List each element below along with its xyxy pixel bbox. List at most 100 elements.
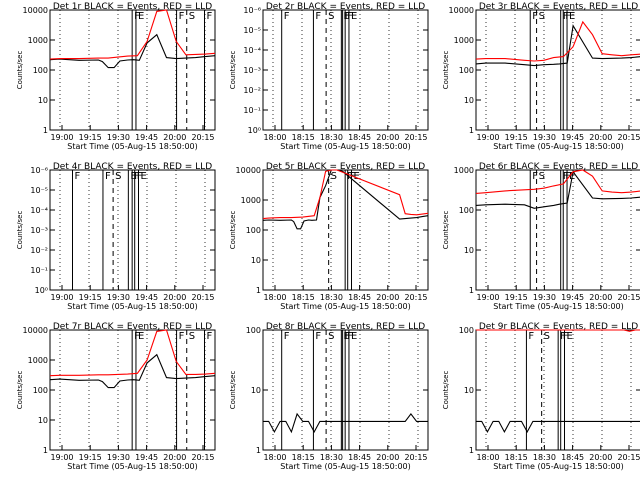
y-tick-label: 100 [33, 66, 48, 75]
series-line-lld [475, 20, 640, 62]
event-marker-label: F [565, 11, 571, 22]
chart-title: Det 5r BLACK = Events, RED = LLD [266, 162, 425, 172]
y-axis-label: Counts/sec [229, 51, 237, 90]
y-tick-label: 10000 [449, 6, 474, 15]
y-tick-label: 1 [256, 446, 261, 455]
event-marker-label: E [351, 331, 357, 342]
x-tick-label: 19:00 [50, 133, 73, 142]
chart-panel: Det 3r BLACK = Events, RED = LLD 1 10 100 10… [442, 2, 640, 151]
y-tick-label: 10⁻² [243, 86, 261, 95]
y-tick-label: 10⁻² [30, 246, 48, 255]
y-tick-label: 10⁰ [35, 286, 48, 295]
y-axis-label: Counts/sec [16, 211, 24, 250]
x-tick-label: 18:30 [320, 133, 343, 142]
x-axis-label: Start Time (05-Aug-15 18:50:00) [280, 302, 411, 311]
x-tick-label: 19:45 [561, 133, 584, 142]
series-line-events [49, 353, 216, 389]
event-marker-label: F [137, 171, 143, 182]
y-tick-label: 10 [464, 246, 474, 255]
event-marker-label: F [75, 171, 81, 182]
x-tick-label: 18:30 [320, 293, 343, 302]
x-tick-label: 19:00 [50, 453, 73, 462]
x-axis-label: Start Time (05-Aug-15 18:50:00) [493, 462, 624, 471]
x-tick-label: 18:15 [505, 453, 528, 462]
x-tick-label: 18:15 [292, 133, 315, 142]
x-tick-label: 20:15 [404, 133, 427, 142]
y-tick-label: 1 [469, 446, 474, 455]
x-tick-label: 18:00 [476, 453, 499, 462]
y-axis-label: Counts/sec [442, 211, 450, 250]
chart-title: Det 7r BLACK = Events, RED = LLD [53, 322, 212, 332]
y-tick-label: 1000 [454, 166, 474, 175]
x-tick-label: 20:15 [191, 453, 214, 462]
event-marker-label: F [134, 11, 140, 22]
x-axis-label: Start Time (05-Aug-15 18:50:00) [280, 142, 411, 151]
chart-title: Det 8r BLACK = Events, RED = LLD [266, 322, 425, 332]
chart-title: Det 2r BLACK = Events, RED = LLD [266, 2, 425, 12]
x-tick-label: 18:45 [348, 133, 371, 142]
x-tick-label: 19:30 [533, 133, 556, 142]
chart-panel: Det 9r BLACK = Events, RED = LLD 1 10 100 Co… [442, 322, 640, 471]
y-tick-label: 10 [251, 386, 261, 395]
y-tick-label: 1 [469, 286, 474, 295]
x-tick-label: 20:15 [617, 453, 640, 462]
y-tick-label: 10000 [236, 166, 261, 175]
event-marker-label: S [539, 11, 545, 22]
event-marker-label: F [560, 331, 566, 342]
chart-title: Det 4r BLACK = Events, RED = LLD [53, 162, 212, 172]
y-tick-label: 100 [459, 326, 474, 335]
event-marker-label: F [565, 171, 571, 182]
plot-frame [475, 169, 640, 291]
event-marker-label: S [115, 171, 121, 182]
x-axis-label: Start Time (05-Aug-15 18:50:00) [67, 462, 198, 471]
x-tick-label: 19:15 [79, 293, 102, 302]
x-tick-label: 20:00 [376, 293, 399, 302]
x-tick-label: 20:00 [376, 453, 399, 462]
x-tick-label: 20:15 [617, 133, 640, 142]
chart-panel: Det 8r BLACK = Events, RED = LLD 1 10 100 Co… [229, 322, 429, 471]
x-tick-label: 20:00 [163, 133, 186, 142]
chart-title: Det 9r BLACK = Events, RED = LLD [479, 322, 638, 332]
y-tick-label: 10⁻¹ [30, 266, 48, 275]
x-tick-label: 20:15 [617, 293, 640, 302]
y-tick-label: 10 [38, 416, 48, 425]
chart-panel: Det 5r BLACK = Events, RED = LLD 1 10 100 10… [229, 162, 429, 311]
event-marker-label: E [138, 11, 144, 22]
series-line-events [475, 170, 640, 209]
event-marker-label: E [569, 11, 575, 22]
x-tick-label: 19:30 [107, 293, 130, 302]
y-tick-label: 10⁻⁵ [30, 186, 48, 195]
x-tick-label: 18:15 [292, 453, 315, 462]
y-axis-label: Counts/sec [442, 371, 450, 410]
x-tick-label: 18:45 [561, 453, 584, 462]
event-marker-label: F [179, 11, 185, 22]
x-tick-label: 20:15 [191, 133, 214, 142]
x-tick-label: 20:00 [376, 133, 399, 142]
x-tick-label: 19:45 [135, 453, 158, 462]
series-line-lld [49, 9, 216, 60]
event-marker-label: F [347, 171, 353, 182]
event-marker-label: F [345, 11, 351, 22]
event-marker-label: F [528, 331, 534, 342]
x-tick-label: 18:30 [320, 453, 343, 462]
event-marker-label: F [105, 171, 111, 182]
series-line-lld [49, 329, 216, 377]
y-tick-label: 100 [246, 226, 261, 235]
x-tick-label: 19:45 [135, 133, 158, 142]
y-tick-label: 10000 [23, 6, 48, 15]
event-marker-label: E [343, 11, 349, 22]
x-tick-label: 19:45 [561, 293, 584, 302]
x-tick-label: 18:00 [263, 293, 286, 302]
y-tick-label: 1000 [28, 356, 48, 365]
event-marker-label: E [130, 171, 136, 182]
y-tick-label: 100 [459, 66, 474, 75]
y-tick-label: 10⁻³ [30, 226, 48, 235]
x-tick-label: 20:00 [589, 453, 612, 462]
x-tick-label: 19:00 [476, 133, 499, 142]
event-marker-label: E [138, 331, 144, 342]
y-tick-label: 10⁻⁶ [30, 166, 48, 175]
event-marker-label: F [532, 11, 538, 22]
event-marker-label: F [347, 331, 353, 342]
x-tick-label: 19:15 [79, 453, 102, 462]
